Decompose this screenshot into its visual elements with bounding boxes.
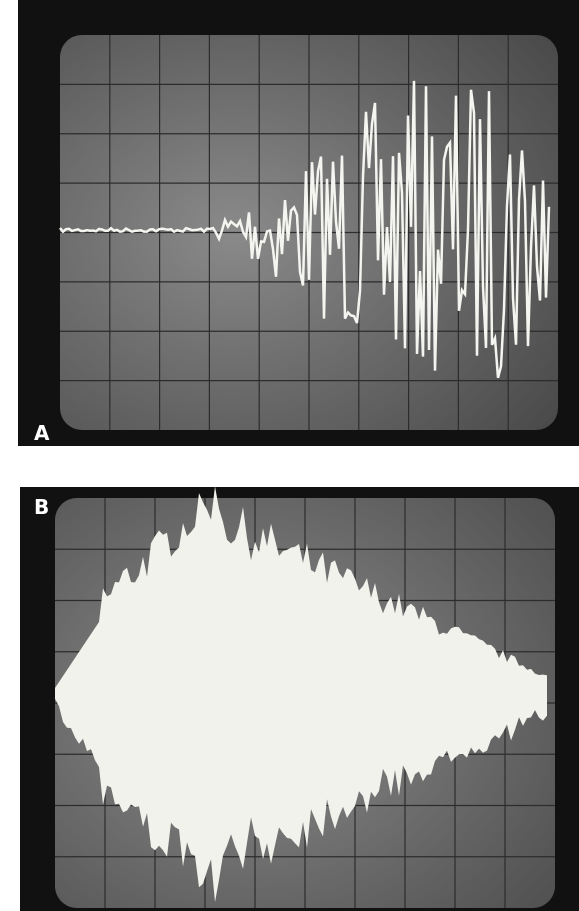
scope-panel-b: B: [20, 486, 579, 911]
scope-panel-a: A: [18, 0, 579, 446]
waveform: [59, 80, 551, 379]
waveform: [55, 486, 547, 903]
panel-label: A: [34, 421, 50, 445]
panel-label: B: [34, 495, 49, 519]
